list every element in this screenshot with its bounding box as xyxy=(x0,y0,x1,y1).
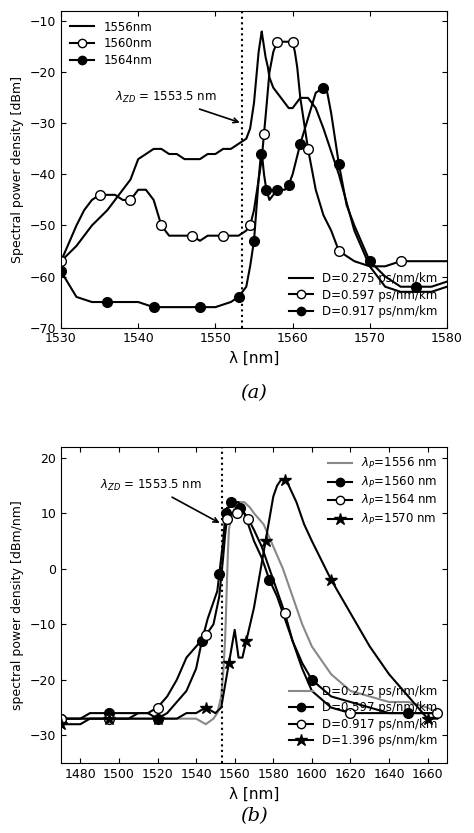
Text: (a): (a) xyxy=(240,385,267,402)
Text: $\lambda_{ZD}$ = 1553.5 nm: $\lambda_{ZD}$ = 1553.5 nm xyxy=(115,90,238,122)
X-axis label: λ [nm]: λ [nm] xyxy=(229,351,279,366)
Y-axis label: Spectral power density [dBm]: Spectral power density [dBm] xyxy=(11,76,24,263)
Text: $\lambda_{ZD}$ = 1553.5 nm: $\lambda_{ZD}$ = 1553.5 nm xyxy=(100,478,218,522)
X-axis label: λ [nm]: λ [nm] xyxy=(229,786,279,801)
Text: (b): (b) xyxy=(240,807,268,826)
Legend: D=0.275 ps/nm/km, D=0.597 ps/nm/km, D=0.917 ps/nm/km: D=0.275 ps/nm/km, D=0.597 ps/nm/km, D=0.… xyxy=(285,268,441,322)
Legend: D=0.275 ps/nm/km, D=0.597 ps/nm/km, D=0.917 ps/nm/km, D=1.396 ps/nm/km: D=0.275 ps/nm/km, D=0.597 ps/nm/km, D=0.… xyxy=(285,681,441,751)
Y-axis label: spectral power density [dBm/nm]: spectral power density [dBm/nm] xyxy=(11,500,24,710)
